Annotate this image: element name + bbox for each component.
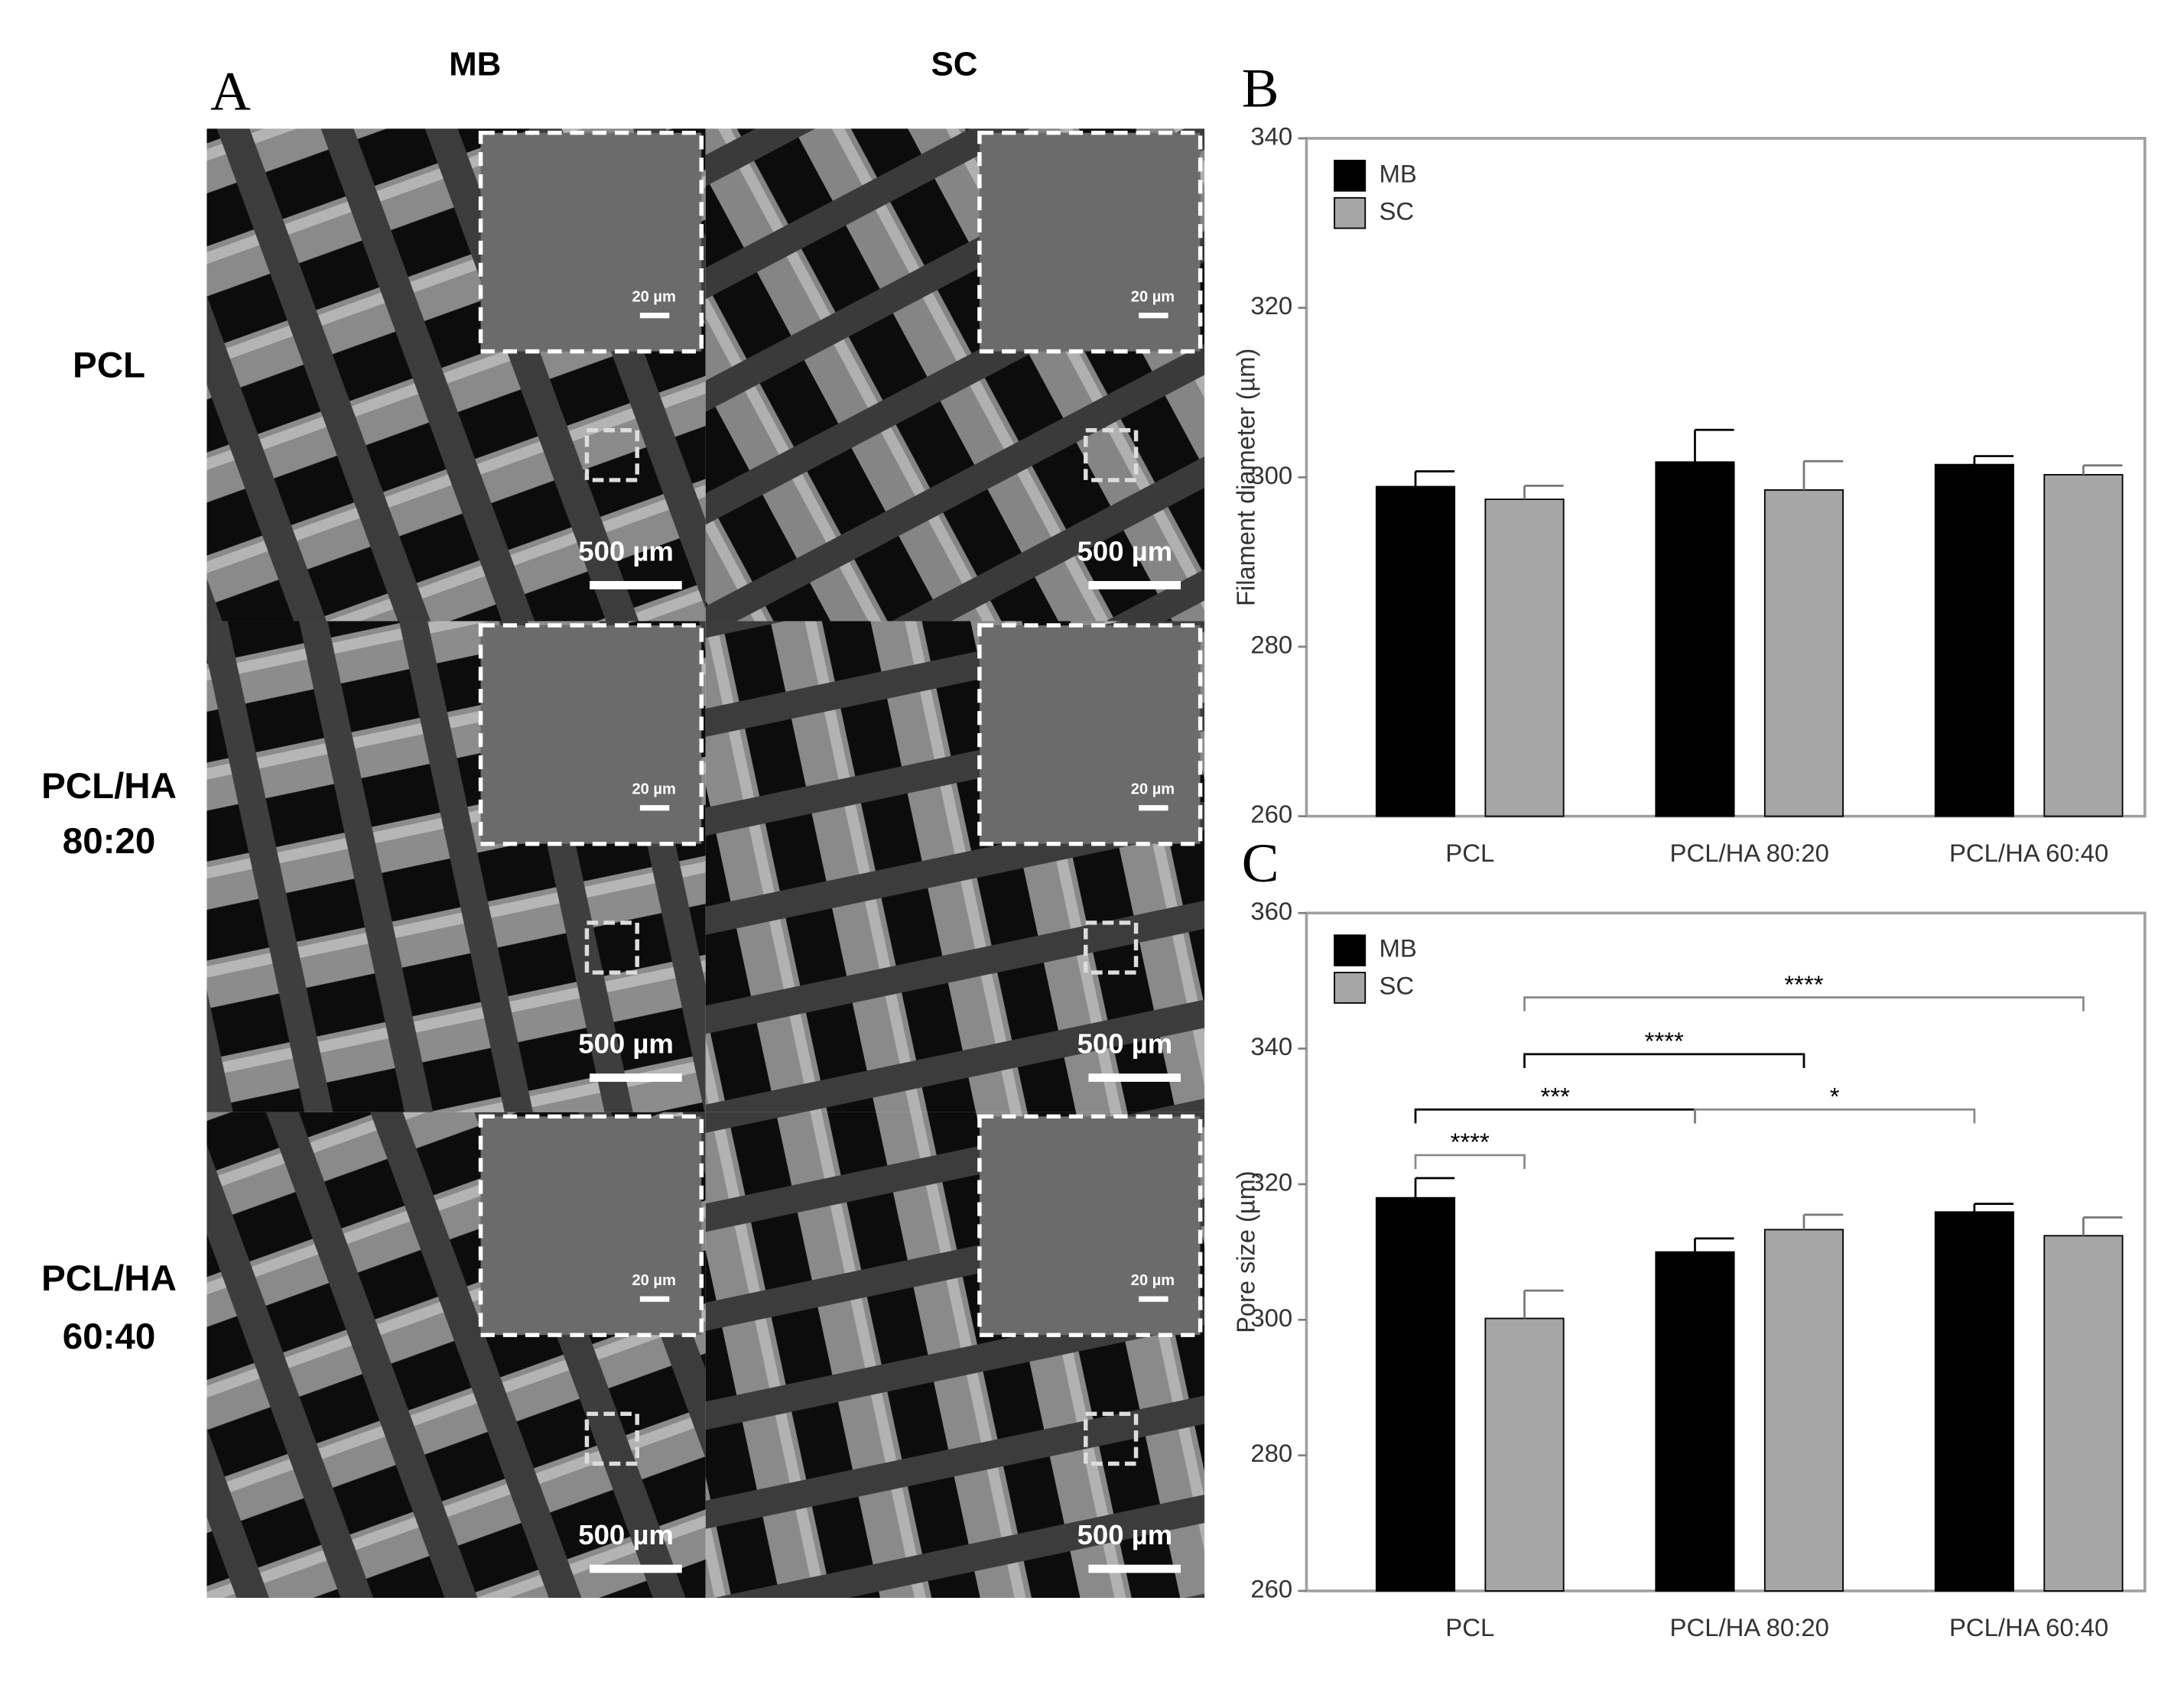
scale-label: 500 µm [578,1028,674,1060]
y-axis-label: Filament diameter (µm) [1231,349,1259,606]
significance-bracket [1414,1154,1526,1170]
legend-swatch [1334,934,1367,966]
inset-scale-label: 20 µm [632,1272,675,1289]
bar [1655,461,1735,817]
inset-scale-label: 20 µm [632,288,675,305]
bar [1934,1211,2014,1592]
row-label: PCL [73,346,145,386]
y-tick-label: 320 [1250,291,1292,320]
panel-label: C [1242,832,1279,894]
legend-label: MB [1380,160,1417,188]
row-label: PCL/HA [41,766,177,807]
legend-swatch [1334,160,1367,192]
significance-label: **** [1645,1027,1684,1055]
zoom-box [584,920,639,975]
y-tick-label: 340 [1250,1032,1292,1060]
x-tick-label: PCL [1445,1613,1494,1641]
row-label: 80:20 [63,821,155,862]
inset-image [478,131,704,354]
scale-label: 500 µm [1077,536,1173,567]
scale-label: 500 µm [578,1519,674,1550]
y-tick-label: 320 [1250,1168,1292,1196]
significance-bracket [1694,1108,1976,1124]
legend-label: MB [1380,934,1417,963]
scale-label: 500 µm [1077,1519,1173,1550]
bar [1934,463,2014,817]
y-tick-label: 300 [1250,1304,1292,1332]
x-tick-label: PCL/HA 60:40 [1949,1613,2108,1641]
y-tick-label: 280 [1250,1439,1292,1467]
inset-image [478,1114,704,1337]
column-header: MB [449,46,501,83]
inset-scale-label: 20 µm [1131,288,1175,305]
column-header: SC [931,46,978,83]
bar [2043,474,2124,817]
bar [1375,485,1456,817]
scale-label: 500 µm [1077,1028,1173,1060]
x-tick-label: PCL/HA 80:20 [1670,839,1829,867]
significance-bracket [1523,1053,1805,1068]
y-tick-label: 280 [1250,631,1292,659]
inset-scale-label: 20 µm [1131,781,1175,798]
significance-label: *** [1541,1083,1571,1111]
x-tick-label: PCL/HA 80:20 [1670,1613,1829,1641]
y-tick-label: 360 [1250,897,1292,925]
bar [1484,498,1565,817]
row-label: 60:40 [63,1317,155,1357]
zoom-box [584,428,639,482]
sem-panel: A MB SC PCL PCL/HA 80:20 PCL/HA 60:40 [41,46,977,1357]
zoom-box [584,1411,639,1466]
bar [1763,1229,1844,1592]
inset-scale-label: 20 µm [632,781,675,798]
zoom-box [1084,1411,1139,1466]
x-tick-label: PCL/HA 60:40 [1949,839,2108,867]
row-label: PCL/HA [41,1258,177,1299]
y-tick-label: 260 [1250,800,1292,828]
inset-image [977,131,1203,354]
inset-scale-label: 20 µm [1131,1272,1175,1289]
scale-label: 500 µm [578,536,674,567]
zoom-box [1084,920,1139,975]
significance-bracket [1523,996,2085,1011]
panel-label: B [1242,57,1279,119]
significance-bracket [1414,1108,1696,1124]
inset-image [478,623,704,846]
legend-swatch [1334,196,1367,229]
y-tick-label: 300 [1250,461,1292,489]
bar [1763,489,1844,817]
bar [2043,1235,2124,1592]
bar [1375,1196,1456,1592]
bar [1655,1251,1735,1592]
legend-label: SC [1380,196,1415,225]
y-tick-label: 340 [1250,122,1292,151]
significance-label: **** [1451,1128,1490,1156]
inset-image [977,1114,1203,1337]
zoom-box [1084,428,1139,482]
significance-label: **** [1784,970,1823,998]
y-tick-label: 260 [1250,1575,1292,1603]
legend-label: SC [1380,972,1415,1000]
legend-swatch [1334,972,1367,1004]
x-tick-label: PCL [1445,839,1494,867]
significance-label: * [1830,1083,1840,1111]
bar [1484,1317,1565,1592]
y-axis-label: Pore size (µm) [1231,1170,1259,1333]
inset-image [977,623,1203,846]
panel-label: A [210,60,251,122]
